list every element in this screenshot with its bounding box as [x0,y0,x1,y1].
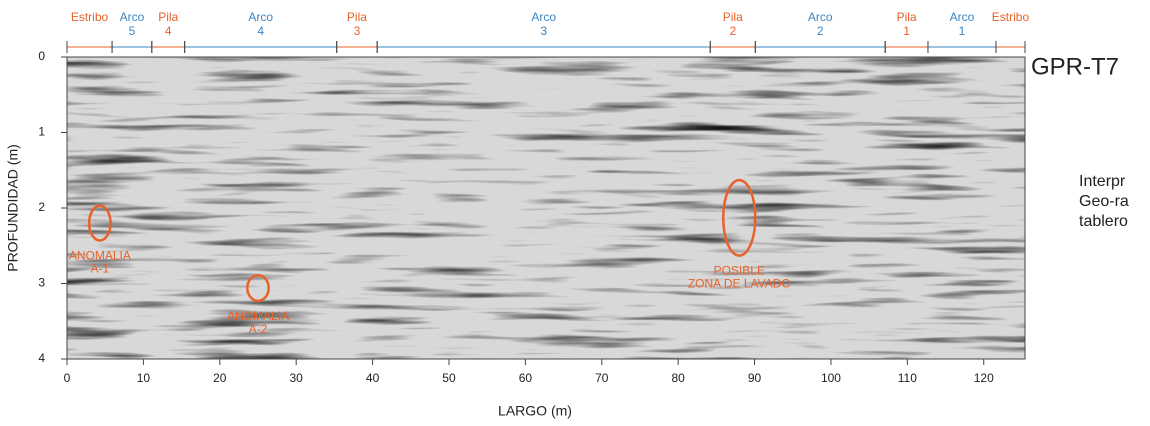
annotation-ellipse [87,204,112,242]
x-tick-label: 80 [671,371,685,385]
side-text: Geo-ra [1079,193,1129,210]
y-axis-label: PROFUNDIDAD (m) [5,144,21,272]
segment-label: Arco [120,10,145,24]
annotation-ellipse [246,273,270,303]
y-tick-label: 3 [38,276,45,290]
segment-label: Pila [723,10,743,24]
annotation-label: ANOMALIA [69,249,131,263]
x-tick-label: 20 [213,371,227,385]
side-text: Interpr [1079,173,1126,190]
segment-label: 2 [817,24,824,38]
y-tick-label: 1 [38,125,45,139]
annotation-ellipse [721,178,757,257]
segment-label: 1 [903,24,910,38]
annotation-label: A-2 [249,322,268,336]
segment-label: Estribo [992,10,1030,24]
side-text: tablero [1079,213,1128,230]
x-tick-label: 70 [595,371,609,385]
x-tick-label: 50 [442,371,456,385]
x-axis-label: LARGO (m) [498,403,572,419]
annotation-label: ZONA DE LAVADO [688,277,791,291]
annotation-label: A-1 [91,262,110,276]
annotation-label: ANOMALIA [227,309,289,323]
segment-label: Arco [808,10,833,24]
segment-label: Estribo [71,10,109,24]
x-tick-label: 90 [748,371,762,385]
segment-label: 4 [165,24,172,38]
segment-label: Pila [158,10,178,24]
segment-label: Arco [248,10,273,24]
chart-title: GPR-T7 [1031,53,1119,80]
x-tick-label: 120 [974,371,994,385]
segment-label: 4 [257,24,264,38]
x-tick-label: 40 [366,371,380,385]
segment-label: Arco [950,10,975,24]
x-tick-label: 100 [821,371,841,385]
segment-label: Arco [531,10,556,24]
y-tick-label: 4 [38,351,45,365]
segment-label: 3 [354,24,361,38]
segment-label: 5 [129,24,136,38]
x-tick-label: 0 [64,371,71,385]
radargram [67,57,1025,359]
segment-label: 1 [959,24,966,38]
segment-label: Pila [347,10,367,24]
x-tick-label: 110 [898,371,917,385]
y-tick-label: 2 [38,200,45,214]
annotation-label: POSIBLE [714,264,765,278]
segment-label: 3 [540,24,547,38]
x-tick-label: 60 [519,371,533,385]
x-tick-label: 10 [137,371,151,385]
y-tick-label: 0 [38,49,45,63]
segment-label: Pila [897,10,917,24]
segment-label: 2 [729,24,736,38]
x-tick-label: 30 [290,371,304,385]
